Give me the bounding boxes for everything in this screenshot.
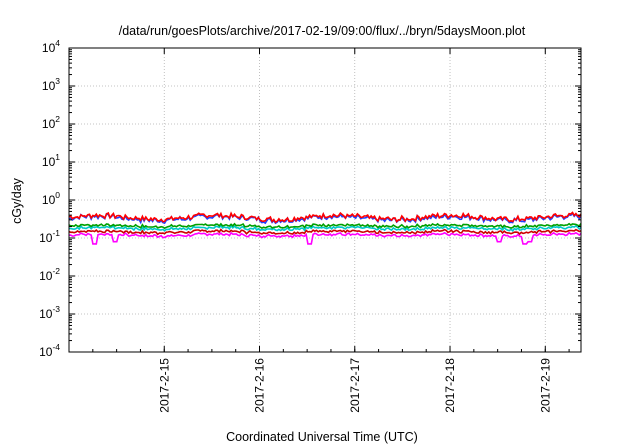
y-tick-label: 103 (42, 76, 60, 93)
x-tick-label: 2017-2-18 (443, 358, 457, 413)
grid (69, 48, 581, 352)
series-line (68, 211, 582, 224)
x-axis-ticks: 2017-2-15 2017-2-16 2017-2-17 2017-2-18 2017… (68, 48, 570, 413)
x-axis-label: Coordinated Universal Time (UTC) (226, 430, 418, 444)
y-tick-label: 10-4 (39, 342, 60, 359)
y-tick-label: 100 (42, 190, 60, 207)
y-axis-label: cGy/day (10, 177, 24, 224)
x-tick-label: 2017-2-17 (348, 358, 362, 413)
series-line (68, 231, 582, 245)
x-tick-label: 2017-2-15 (157, 358, 171, 413)
y-tick-label: 104 (42, 38, 60, 55)
y-tick-label: 10-2 (39, 266, 60, 283)
x-tick-label: 2017-2-16 (253, 358, 267, 413)
y-axis-ticks: 10-4 10-3 10-2 10-1 100 101 102 103 104 (39, 38, 581, 359)
y-tick-label: 101 (42, 152, 60, 169)
y-tick-label: 10-3 (39, 304, 60, 321)
series-line (68, 224, 582, 232)
chart-title: /data/run/goesPlots/archive/2017-02-19/0… (119, 24, 526, 38)
series-line (68, 222, 582, 230)
y-tick-label: 10-1 (39, 228, 60, 245)
series-lines (68, 211, 582, 245)
y-tick-label: 102 (42, 114, 60, 131)
series-line (68, 228, 582, 236)
x-tick-label: 2017-2-19 (538, 358, 552, 413)
